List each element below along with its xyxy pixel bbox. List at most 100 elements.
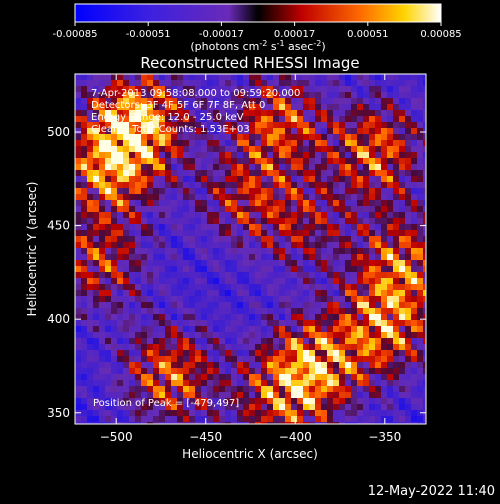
heatmap-cell (147, 212, 153, 218)
heatmap-cell (279, 278, 285, 284)
heatmap-cell (237, 188, 243, 194)
heatmap-cell (219, 332, 225, 338)
heatmap-cell (375, 260, 381, 266)
y-tick-label: 500 (47, 125, 70, 139)
heatmap-cell (195, 356, 201, 362)
heatmap-cell (303, 140, 309, 146)
heatmap-cell (165, 386, 171, 392)
heatmap-cell (99, 80, 105, 86)
heatmap-cell (363, 140, 369, 146)
heatmap-cell (159, 386, 165, 392)
heatmap-cell (249, 380, 255, 386)
heatmap-cell (207, 230, 213, 236)
heatmap-cell (243, 212, 249, 218)
heatmap-cell (279, 356, 285, 362)
heatmap-cell (135, 128, 141, 134)
heatmap-cell (165, 74, 171, 80)
heatmap-cell (423, 86, 426, 92)
heatmap-cell (207, 386, 213, 392)
heatmap-cell (279, 134, 285, 140)
heatmap-cell (99, 320, 105, 326)
heatmap-cell (117, 86, 123, 92)
heatmap-cell (231, 386, 237, 392)
heatmap-cell (231, 314, 237, 320)
heatmap-cell (165, 164, 171, 170)
heatmap-cell (345, 398, 351, 404)
heatmap-cell (303, 416, 309, 422)
heatmap-cell (285, 344, 291, 350)
heatmap-cell (357, 260, 363, 266)
heatmap-cell (417, 374, 423, 380)
heatmap-cell (87, 260, 93, 266)
heatmap-cell (225, 200, 231, 206)
x-tick-label: −500 (100, 430, 133, 444)
heatmap-cell (129, 338, 135, 344)
heatmap-cell (381, 206, 387, 212)
heatmap-cell (123, 254, 129, 260)
heatmap-cell (351, 308, 357, 314)
heatmap-cell (165, 224, 171, 230)
heatmap-cell (279, 296, 285, 302)
heatmap-cell (249, 110, 255, 116)
heatmap-cell (321, 254, 327, 260)
heatmap-cell (321, 248, 327, 254)
heatmap-cell (357, 344, 363, 350)
heatmap-cell (207, 200, 213, 206)
heatmap-cell (279, 206, 285, 212)
heatmap-cell (363, 272, 369, 278)
heatmap-cell (195, 176, 201, 182)
heatmap-cell (141, 188, 147, 194)
heatmap-cell (339, 260, 345, 266)
heatmap-cell (135, 416, 141, 422)
heatmap-cell (333, 140, 339, 146)
heatmap-cell (363, 116, 369, 122)
heatmap-cell (177, 116, 183, 122)
heatmap-cell (297, 248, 303, 254)
heatmap-cell (141, 326, 147, 332)
heatmap-cell (207, 308, 213, 314)
heatmap-cell (171, 368, 177, 374)
heatmap-cell (171, 380, 177, 386)
heatmap-cell (273, 254, 279, 260)
heatmap-cell (177, 98, 183, 104)
heatmap-cell (201, 242, 207, 248)
heatmap-cell (243, 158, 249, 164)
heatmap-cell (165, 194, 171, 200)
heatmap-cell (411, 200, 417, 206)
heatmap-cell (99, 212, 105, 218)
heatmap-cell (411, 98, 417, 104)
heatmap-cell (363, 74, 369, 80)
heatmap-cell (279, 338, 285, 344)
heatmap-cell (153, 74, 159, 80)
heatmap-cell (297, 404, 303, 410)
heatmap-cell (339, 368, 345, 374)
heatmap-cell (207, 266, 213, 272)
heatmap-cell (159, 158, 165, 164)
heatmap-cell (147, 386, 153, 392)
heatmap-cell (231, 212, 237, 218)
heatmap-cell (99, 254, 105, 260)
heatmap-cell (393, 230, 399, 236)
heatmap-cell (207, 290, 213, 296)
heatmap-cell (249, 416, 255, 422)
heatmap-cell (339, 254, 345, 260)
heatmap-cell (327, 176, 333, 182)
heatmap-cell (225, 242, 231, 248)
heatmap-cell (417, 134, 423, 140)
heatmap-cell (93, 236, 99, 242)
heatmap-cell (345, 386, 351, 392)
heatmap-cell (225, 122, 231, 128)
heatmap-cell (177, 368, 183, 374)
heatmap-cell (399, 398, 405, 404)
heatmap-cell (195, 368, 201, 374)
heatmap-cell (225, 188, 231, 194)
heatmap-cell (87, 314, 93, 320)
heatmap-cell (381, 74, 387, 80)
heatmap-cell (207, 344, 213, 350)
heatmap-cell (315, 80, 321, 86)
heatmap-cell (333, 236, 339, 242)
heatmap-cell (351, 410, 357, 416)
heatmap-cell (327, 140, 333, 146)
heatmap-cell (135, 272, 141, 278)
heatmap-cell (171, 98, 177, 104)
